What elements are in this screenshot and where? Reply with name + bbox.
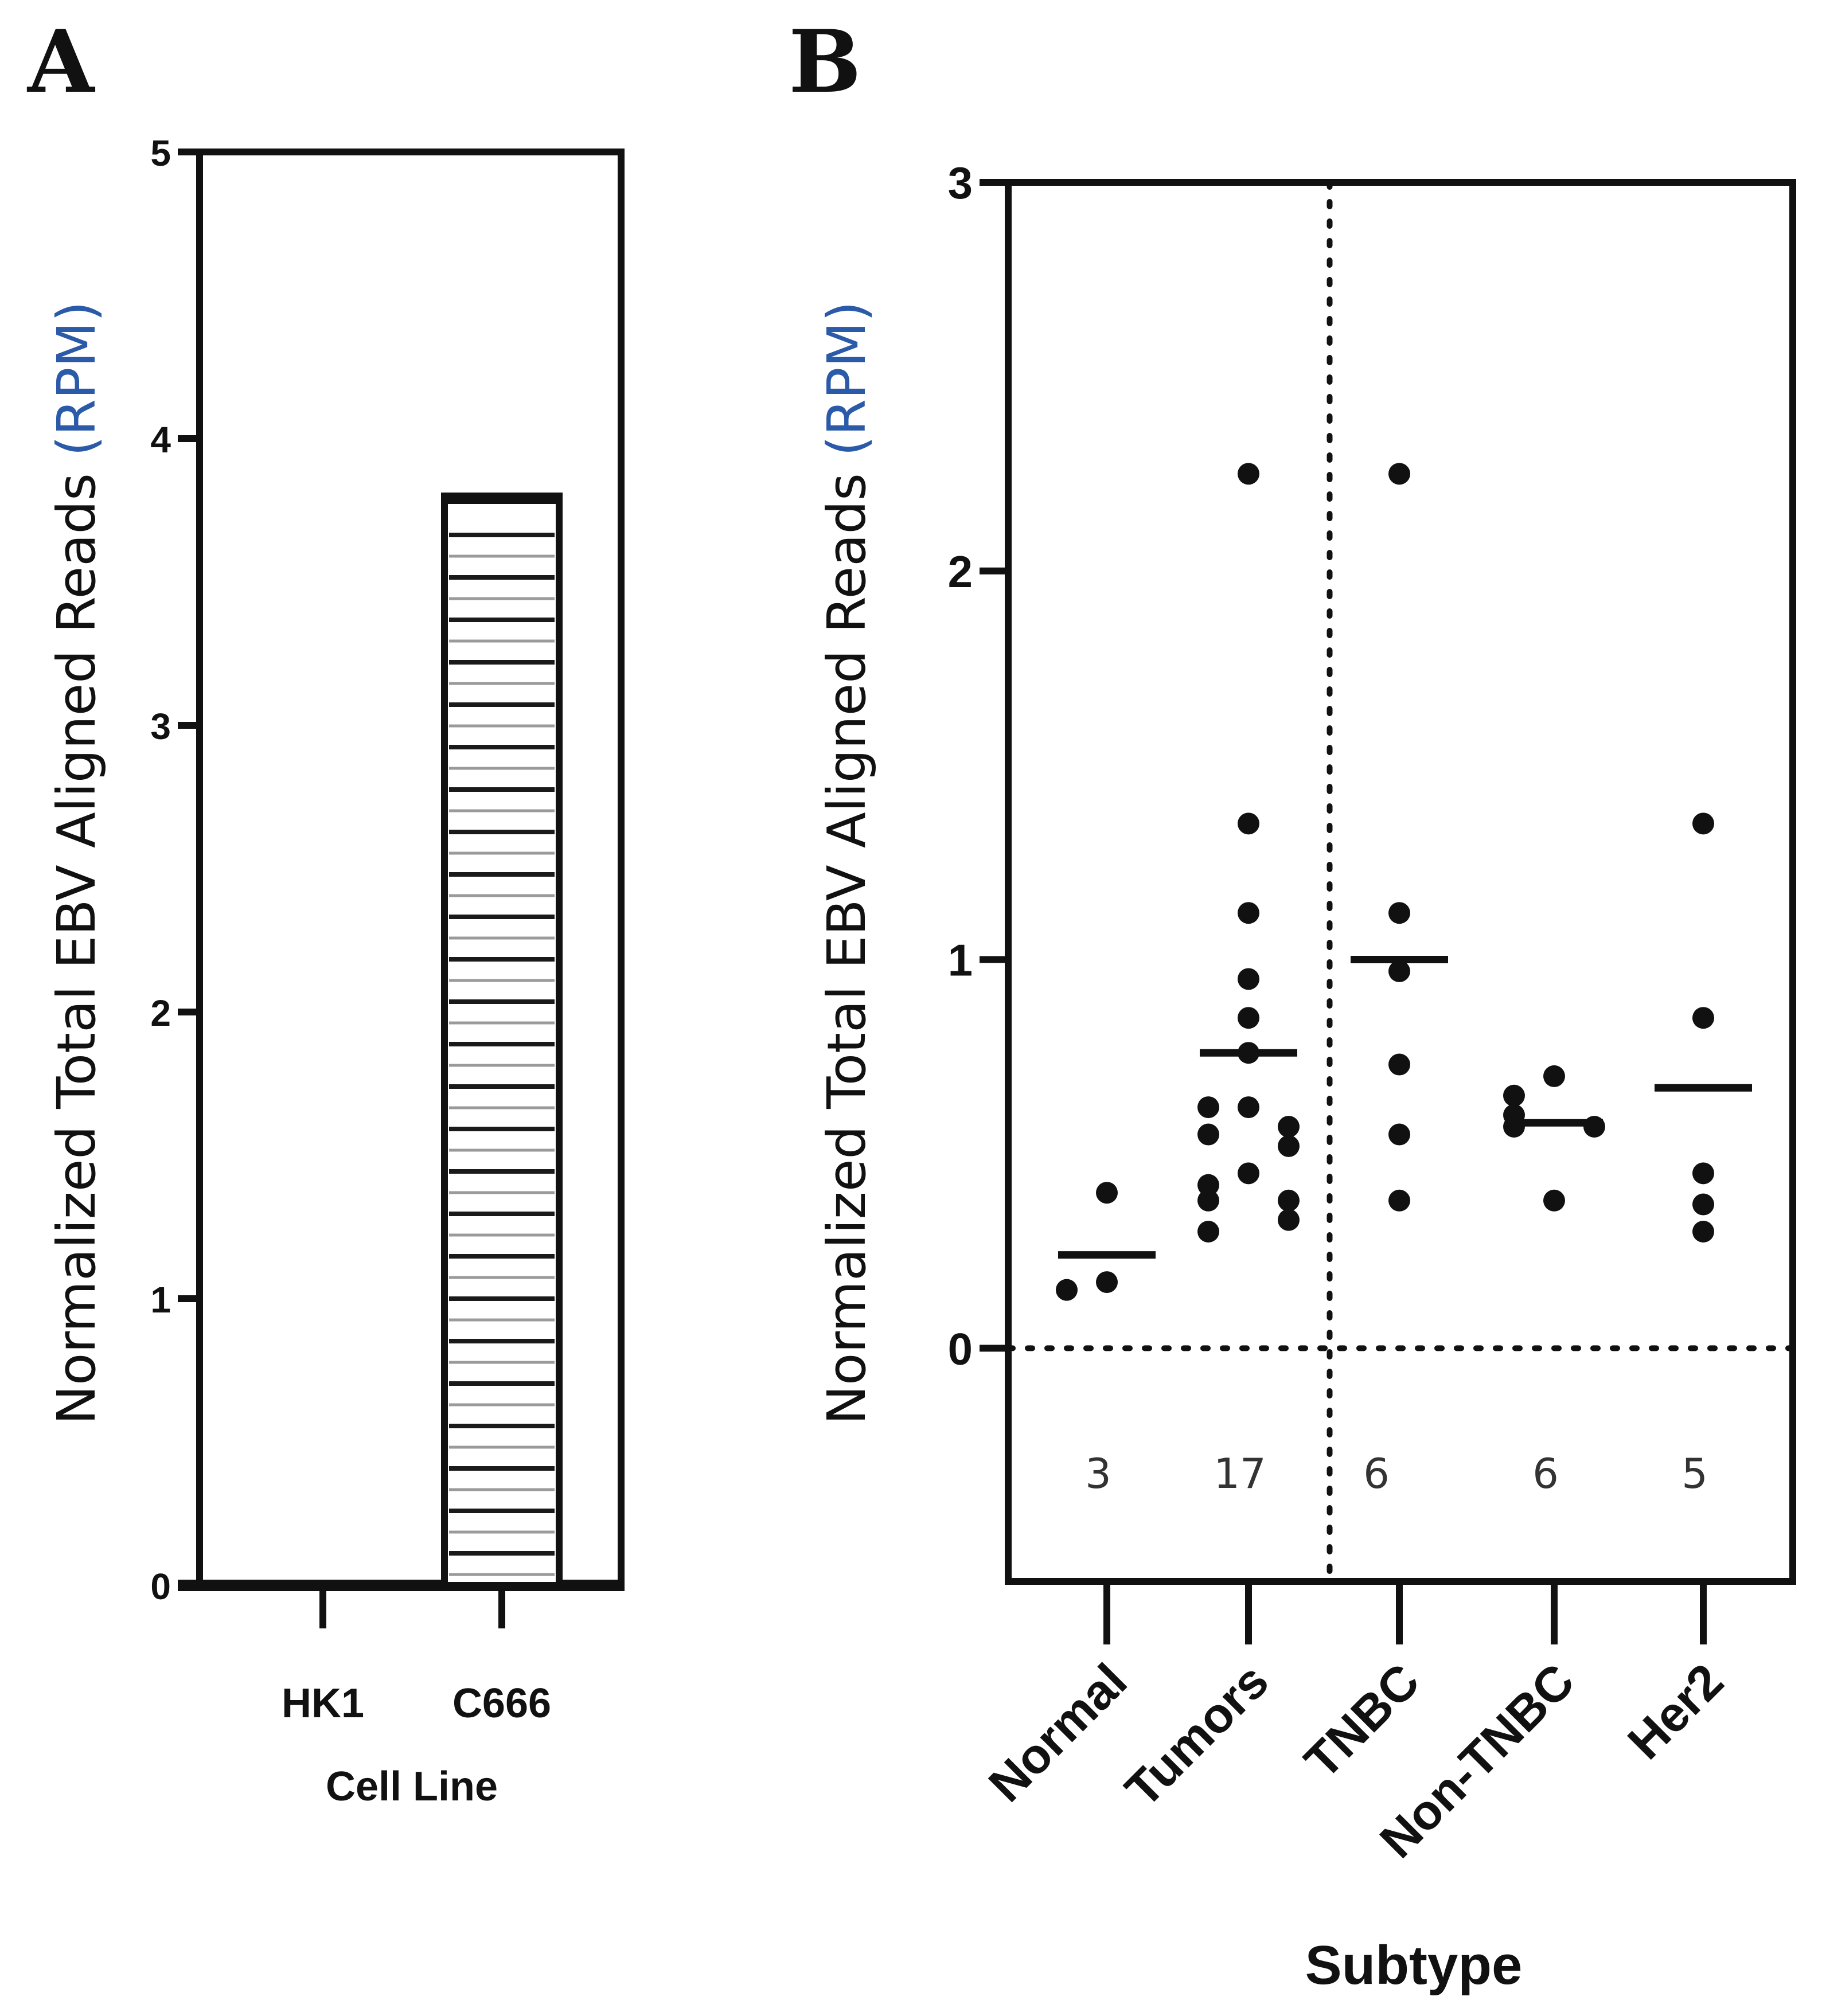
data-point [1197,1174,1219,1196]
panel-b: B Normalized Total EBV Aligned Reads (RP… [789,11,1796,1996]
y-tick-label: 0 [150,1566,171,1607]
x-axis-label-a: Cell Line [326,1764,498,1810]
x-tick-label: HK1 [282,1681,364,1726]
data-point [1583,1116,1605,1138]
mean-lines-b [1058,956,1752,1259]
data-point [1692,1162,1714,1185]
y-axis-label-a: Normalized Total EBV Aligned Reads (RPM) [46,301,107,1425]
y-tick-label: 0 [948,1323,973,1374]
data-point [1692,1193,1714,1216]
data-point [1197,1189,1219,1212]
data-point [1388,463,1410,485]
bar-fill [441,493,563,1589]
x-tick-label: Tumors [1115,1654,1279,1818]
points-b [1056,463,1714,1301]
data-point [1197,1096,1219,1119]
data-point [1278,1189,1300,1212]
data-point [1388,1053,1410,1076]
data-point [1278,1209,1300,1231]
n-labels-b: 3 17 6 6 5 [1085,1450,1708,1498]
data-point [1238,902,1259,924]
x-tick-label: Her2 [1617,1654,1734,1770]
y-tick-label: 1 [948,935,973,986]
data-point [1692,1007,1714,1029]
data-point [1096,1271,1118,1294]
data-point [1278,1116,1300,1138]
data-point [1278,1135,1300,1157]
data-point [1238,463,1259,485]
y-tick-label: 1 [150,1279,171,1320]
n-label: 5 [1681,1450,1708,1498]
data-point [1388,902,1410,924]
data-point [1388,960,1410,982]
data-point [1056,1279,1078,1301]
data-point [1388,1123,1410,1146]
y-tick-label: 3 [150,706,171,747]
data-point [1543,1065,1565,1087]
data-point [1197,1123,1219,1146]
y-tick-label: 2 [150,993,171,1034]
plot-frame-b [1005,179,1796,1585]
n-label: 6 [1532,1450,1559,1498]
x-axis-label-b: Subtype [1305,1935,1523,1996]
data-point [1238,1096,1259,1119]
n-label: 17 [1214,1450,1266,1498]
data-point [1238,968,1259,990]
data-point [1238,1162,1259,1185]
data-point [1238,1007,1259,1029]
y-tick-label: 2 [948,546,973,597]
y-tick-label: 4 [150,419,171,460]
data-point [1096,1182,1118,1204]
x-tick-label: Normal [978,1654,1137,1812]
data-point [1543,1189,1565,1212]
data-point [1388,1189,1410,1212]
panel-a: A Normalized Total EBV Aligned Reads (RP… [26,11,625,1810]
reference-lines-b [1005,179,1796,1584]
y-tick-label: 3 [948,158,973,208]
n-label: 3 [1085,1450,1111,1498]
data-point [1503,1084,1525,1107]
n-label: 6 [1363,1450,1390,1498]
bar [441,493,563,1589]
bars-a [441,493,563,1589]
panel-letter-a: A [26,11,96,112]
x-tick-label: TNBC [1294,1654,1430,1790]
y-tick-label: 5 [150,132,171,174]
data-point [1197,1221,1219,1243]
data-point [1692,1221,1714,1243]
y-axis-label-b: Normalized Total EBV Aligned Reads (RPM) [816,301,877,1425]
data-point [1503,1116,1525,1138]
x-axis-a: HK1 C666 [282,1585,551,1726]
x-tick-label: C666 [452,1681,551,1726]
data-point [1692,812,1714,835]
panel-letter-b: B [789,11,861,112]
data-point [1238,812,1259,835]
y-axis-b: 0 1 2 3 [948,158,1008,1374]
